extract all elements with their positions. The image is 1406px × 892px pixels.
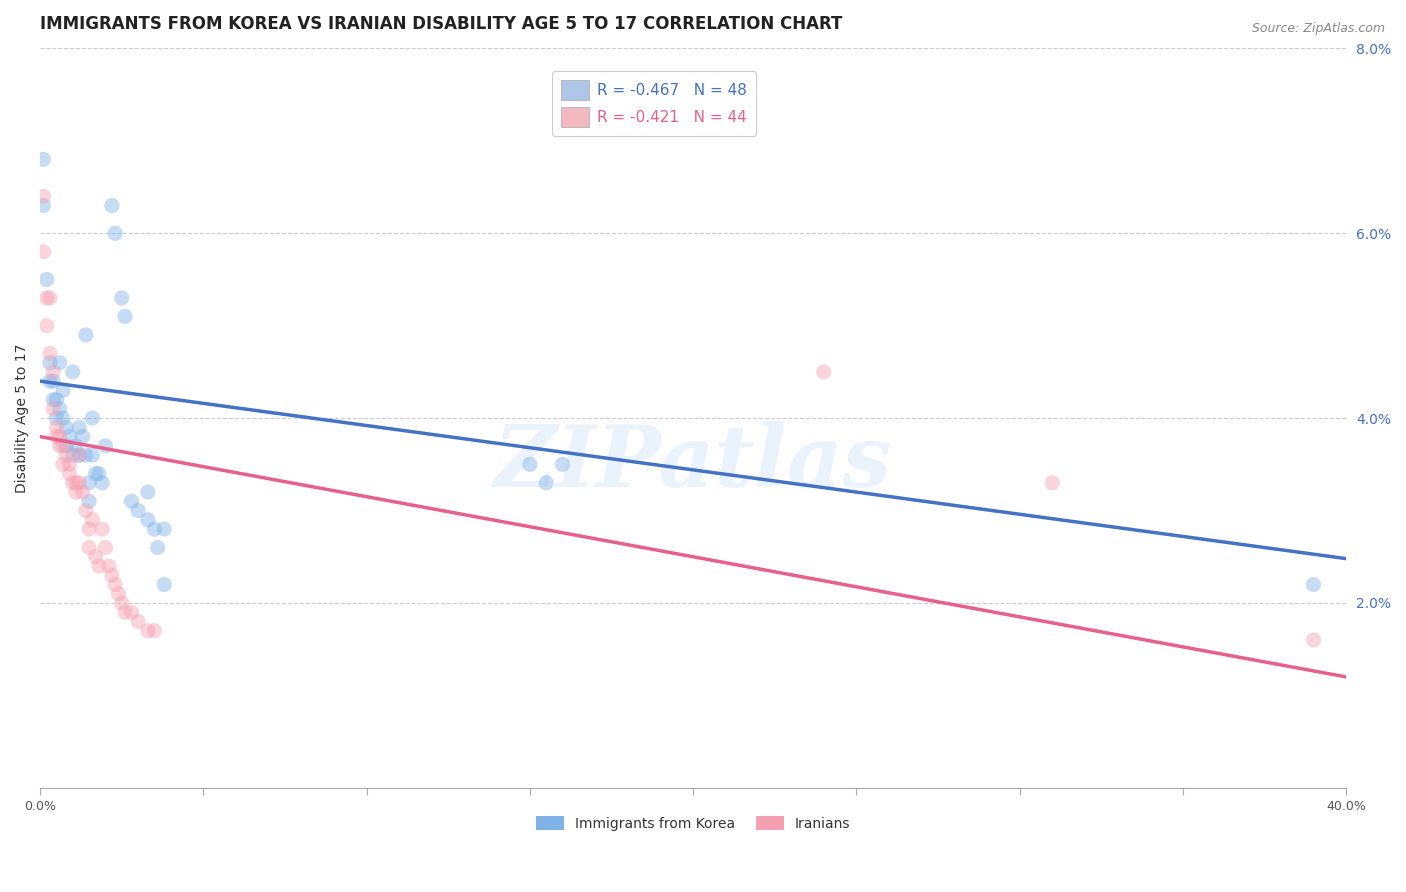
Point	[97, 559, 120, 574]
Point	[146, 541, 169, 555]
Point	[1302, 577, 1324, 591]
Point	[48, 429, 70, 443]
Point	[32, 189, 55, 203]
Text: IMMIGRANTS FROM KOREA VS IRANIAN DISABILITY AGE 5 TO 17 CORRELATION CHART: IMMIGRANTS FROM KOREA VS IRANIAN DISABIL…	[41, 15, 842, 33]
Point	[101, 198, 124, 212]
Point	[143, 624, 166, 638]
Point	[153, 577, 176, 591]
Legend: Immigrants from Korea, Iranians: Immigrants from Korea, Iranians	[530, 811, 856, 837]
Point	[114, 310, 136, 324]
Point	[111, 596, 134, 610]
Point	[136, 485, 159, 500]
Y-axis label: Disability Age 5 to 17: Disability Age 5 to 17	[15, 343, 30, 492]
Point	[551, 458, 574, 472]
Point	[77, 494, 100, 508]
Point	[38, 356, 60, 370]
Point	[65, 485, 87, 500]
Point	[1040, 475, 1063, 490]
Point	[127, 503, 149, 517]
Point	[67, 420, 90, 434]
Point	[58, 429, 80, 443]
Point	[48, 401, 70, 416]
Text: ZIPatlas: ZIPatlas	[494, 421, 893, 504]
Point	[42, 401, 65, 416]
Point	[121, 494, 143, 508]
Point	[45, 429, 67, 443]
Point	[52, 384, 75, 398]
Point	[35, 318, 58, 333]
Point	[72, 485, 94, 500]
Point	[45, 411, 67, 425]
Point	[32, 153, 55, 167]
Point	[136, 624, 159, 638]
Point	[58, 467, 80, 481]
Point	[75, 503, 97, 517]
Point	[42, 374, 65, 388]
Point	[62, 365, 84, 379]
Point	[32, 244, 55, 259]
Point	[153, 522, 176, 536]
Point	[82, 448, 104, 462]
Point	[67, 448, 90, 462]
Point	[111, 291, 134, 305]
Point	[45, 420, 67, 434]
Point	[87, 559, 110, 574]
Point	[87, 467, 110, 481]
Point	[58, 458, 80, 472]
Point	[52, 411, 75, 425]
Point	[55, 439, 77, 453]
Point	[48, 439, 70, 453]
Point	[45, 392, 67, 407]
Point	[1302, 632, 1324, 647]
Point	[143, 522, 166, 536]
Point	[107, 587, 129, 601]
Point	[32, 198, 55, 212]
Point	[72, 429, 94, 443]
Point	[62, 448, 84, 462]
Point	[75, 328, 97, 343]
Point	[77, 541, 100, 555]
Point	[101, 568, 124, 582]
Point	[534, 475, 557, 490]
Point	[77, 522, 100, 536]
Point	[62, 475, 84, 490]
Point	[82, 513, 104, 527]
Point	[91, 475, 114, 490]
Point	[35, 272, 58, 286]
Point	[65, 439, 87, 453]
Point	[104, 577, 127, 591]
Point	[94, 439, 117, 453]
Point	[136, 513, 159, 527]
Point	[82, 411, 104, 425]
Point	[84, 467, 107, 481]
Point	[75, 448, 97, 462]
Point	[38, 291, 60, 305]
Point	[38, 374, 60, 388]
Point	[91, 522, 114, 536]
Point	[813, 365, 835, 379]
Point	[52, 439, 75, 453]
Point	[38, 346, 60, 360]
Point	[121, 605, 143, 619]
Point	[55, 448, 77, 462]
Point	[519, 458, 541, 472]
Point	[52, 458, 75, 472]
Point	[94, 541, 117, 555]
Point	[67, 475, 90, 490]
Point	[35, 291, 58, 305]
Point	[84, 549, 107, 564]
Point	[77, 475, 100, 490]
Point	[42, 392, 65, 407]
Point	[48, 356, 70, 370]
Point	[65, 475, 87, 490]
Point	[67, 448, 90, 462]
Point	[104, 227, 127, 241]
Text: Source: ZipAtlas.com: Source: ZipAtlas.com	[1251, 22, 1385, 36]
Point	[42, 365, 65, 379]
Point	[114, 605, 136, 619]
Point	[55, 420, 77, 434]
Point	[127, 615, 149, 629]
